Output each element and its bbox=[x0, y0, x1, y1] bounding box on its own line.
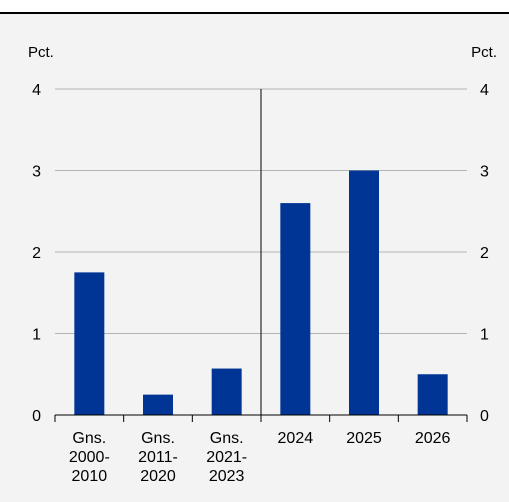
category-label: 2024 bbox=[278, 430, 314, 447]
right-unit-label: Pct. bbox=[471, 44, 497, 61]
left-tick-label: 3 bbox=[32, 164, 41, 181]
left-tick-label: 1 bbox=[32, 327, 41, 344]
left-tick-label: 4 bbox=[32, 82, 41, 99]
category-label: Gns. 2000-2010 bbox=[69, 430, 110, 485]
category-label: Gns. 2011-2020 bbox=[138, 430, 178, 485]
category-label: 2026 bbox=[415, 430, 451, 447]
bar bbox=[417, 374, 448, 415]
bar bbox=[280, 203, 311, 415]
right-tick-label: 1 bbox=[480, 327, 489, 344]
bar bbox=[74, 272, 105, 415]
bar bbox=[211, 368, 242, 415]
bar bbox=[349, 170, 379, 415]
left-tick-label: 0 bbox=[32, 408, 41, 425]
left-tick-label: 2 bbox=[32, 245, 41, 262]
category-label: 2025 bbox=[346, 430, 382, 447]
right-tick-label: 0 bbox=[480, 408, 489, 425]
right-tick-label: 4 bbox=[480, 82, 489, 99]
top-rule bbox=[0, 0, 509, 14]
category-label: Gns. 2021-2023 bbox=[206, 430, 247, 485]
right-tick-label: 3 bbox=[480, 164, 489, 181]
left-unit-label: Pct. bbox=[28, 44, 54, 61]
right-tick-label: 2 bbox=[480, 245, 489, 262]
bar bbox=[143, 394, 173, 415]
